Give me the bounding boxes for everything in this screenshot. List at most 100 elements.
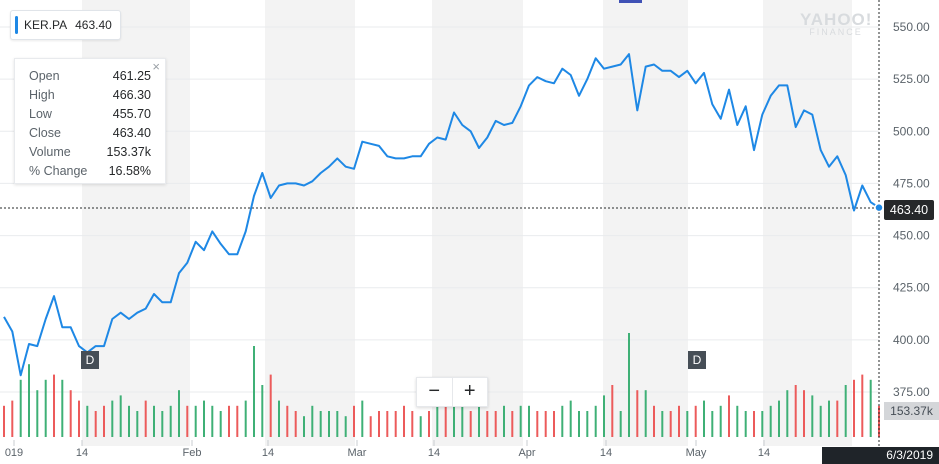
volume-bar: [744, 411, 747, 437]
tooltip-label: Close: [29, 126, 61, 140]
x-tick-label: 019: [5, 447, 23, 459]
volume-bar: [253, 346, 255, 437]
volume-bar: [578, 411, 580, 437]
tooltip-row-low: Low 455.70: [29, 105, 151, 124]
volume-bar: [244, 400, 247, 437]
y-tick-label: 500.00: [893, 124, 930, 138]
volume-bar: [828, 400, 830, 437]
y-axis: 375.00 400.00 425.00 450.00 475.00 500.00 525.…: [893, 20, 930, 399]
volume-bar: [44, 379, 47, 437]
range-marker: [619, 0, 642, 3]
x-axis: 019 14 Feb 14 Mar 14 Apr 14 May 14: [5, 440, 770, 459]
tooltip-label: Low: [29, 107, 52, 121]
volume-bar: [603, 395, 605, 437]
volume-bar: [536, 411, 539, 437]
volume-bar: [269, 374, 272, 437]
volume-bar: [411, 411, 414, 437]
volume-bar: [728, 395, 730, 437]
volume-bar: [661, 411, 664, 437]
volume-bar: [61, 379, 64, 437]
volume-bar: [294, 411, 297, 437]
volume-bar: [161, 411, 164, 437]
volume-bar: [869, 379, 872, 437]
tooltip-label: High: [29, 88, 55, 102]
volume-bar: [544, 411, 547, 437]
volume-bar: [769, 405, 772, 437]
volume-bar: [486, 411, 489, 437]
volume-bar: [628, 333, 630, 437]
volume-bar: [28, 364, 30, 437]
volume-bar: [561, 405, 564, 437]
y-tick-label: 375.00: [893, 385, 930, 399]
tooltip-row-change: % Change 16.58%: [29, 162, 151, 181]
volume-bar: [419, 416, 422, 437]
volume-bar: [211, 405, 214, 437]
volume-bar: [311, 405, 314, 437]
tooltip-row-close: Close 463.40: [29, 124, 151, 143]
zoom-controls: − +: [416, 377, 488, 407]
volume-bar: [328, 411, 330, 437]
volume-bar: [611, 385, 614, 437]
volume-bar: [669, 411, 672, 437]
shaded-band: [432, 0, 523, 446]
tooltip-label: Open: [29, 69, 60, 83]
volume-bar: [353, 405, 355, 437]
volume-bar: [303, 416, 305, 437]
volume-bar: [19, 379, 22, 437]
volume-bar: [861, 374, 864, 437]
volume-bar: [86, 405, 89, 437]
volume-bar: [169, 405, 172, 437]
x-tick-label: 14: [262, 447, 274, 459]
volume-bar: [111, 400, 114, 437]
close-icon[interactable]: ×: [152, 59, 160, 74]
volume-bar: [811, 395, 814, 437]
volume-bar: [36, 390, 39, 437]
x-tick-label: 14: [76, 447, 88, 459]
zoom-in-button[interactable]: +: [463, 380, 476, 402]
yahoo-finance-logo: YAHOO! FINANCE: [800, 10, 872, 37]
volume-bar: [553, 411, 555, 437]
volume-bar: [186, 405, 189, 437]
volume-bar: [478, 405, 480, 437]
y-tick-label: 525.00: [893, 72, 930, 86]
volume-bar: [228, 405, 230, 437]
volume-bar: [386, 411, 389, 437]
volume-bar: [203, 400, 205, 437]
volume-bar: [803, 390, 805, 437]
volume-bar: [619, 411, 622, 437]
y-tick-label: 550.00: [893, 20, 930, 34]
volume-bar: [361, 400, 364, 437]
volume-bar: [836, 400, 839, 437]
x-tick-label: 14: [600, 447, 612, 459]
volume-bar: [436, 405, 439, 437]
series-symbol: KER.PA: [24, 18, 68, 32]
volume-bar: [403, 405, 405, 437]
dividend-marker[interactable]: D: [81, 351, 99, 369]
volume-bar: [711, 411, 714, 437]
tooltip-value: 463.40: [112, 126, 151, 140]
x-tick-label: Apr: [518, 447, 535, 459]
last-price-dot: [874, 202, 884, 213]
tooltip-value: 16.58%: [108, 164, 151, 178]
dividend-marker[interactable]: D: [688, 351, 706, 369]
shaded-band: [763, 0, 852, 446]
volume-bar: [453, 385, 455, 437]
volume-bar: [78, 400, 80, 437]
series-price: 463.40: [75, 18, 112, 32]
tooltip-row-high: High 466.30: [29, 86, 151, 105]
volume-bar: [378, 411, 380, 437]
volume-bar: [119, 395, 122, 437]
logo-line2: FINANCE: [809, 27, 863, 37]
volume-bar: [178, 390, 180, 437]
volume-bar: [336, 411, 339, 437]
volume-bar: [686, 411, 689, 437]
volume-bar: [636, 390, 639, 437]
volume-bar: [503, 405, 505, 437]
volume-bar: [519, 405, 522, 437]
series-legend[interactable]: KER.PA 463.40: [10, 10, 121, 40]
zoom-out-button[interactable]: −: [428, 380, 441, 402]
x-tick-label: Feb: [183, 447, 202, 459]
current-price-tag: 463.40: [884, 200, 934, 220]
volume-bar: [469, 411, 472, 437]
